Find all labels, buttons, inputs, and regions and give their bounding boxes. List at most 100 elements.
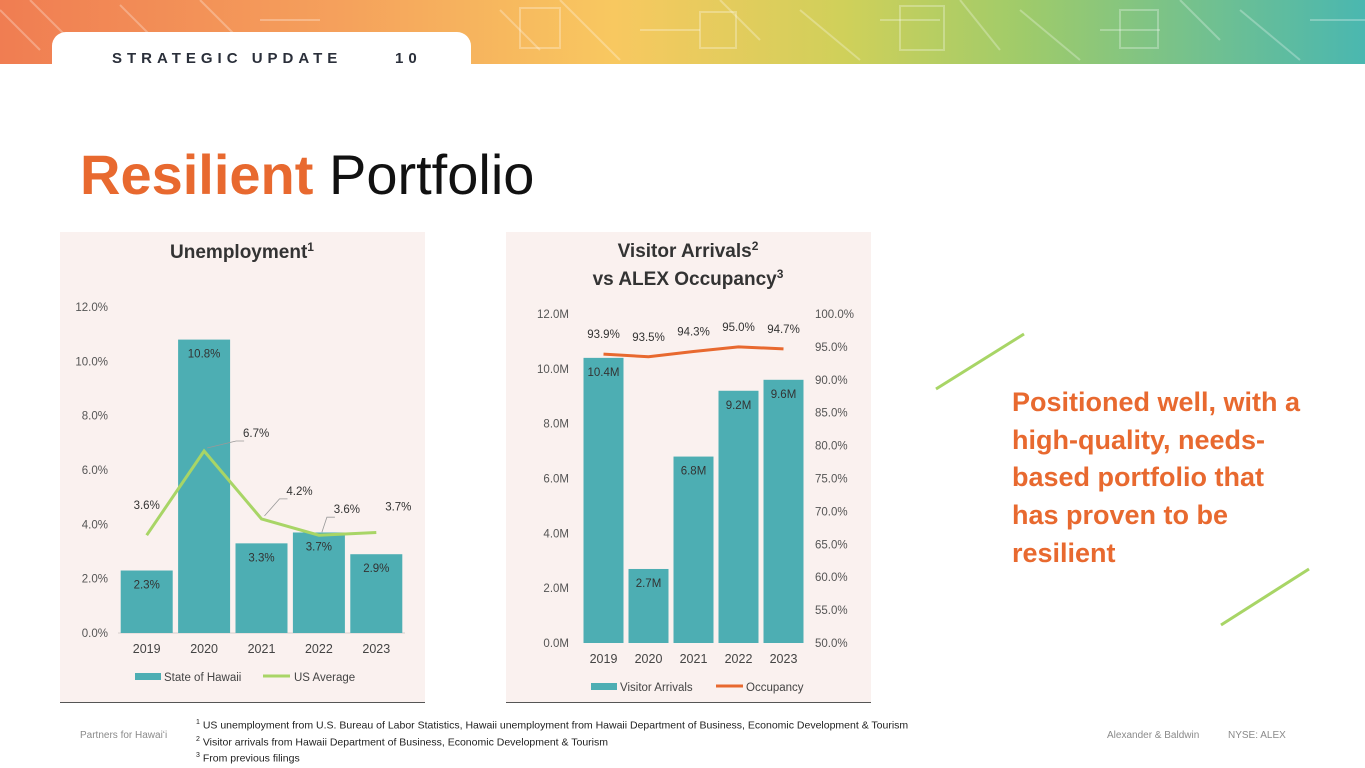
y-tick-label: 12.0M	[537, 309, 569, 321]
bar-data-label: 10.4M	[588, 367, 620, 379]
y-tick-label: 2.0M	[543, 583, 569, 595]
bar-data-label: 10.8%	[188, 349, 221, 361]
page-number: 10	[395, 50, 422, 67]
unemployment-panel-baseline	[60, 702, 425, 703]
line-data-label: 6.7%	[243, 428, 269, 440]
visitor-arrivals-bar	[628, 568, 669, 643]
y-tick-label: 6.0%	[82, 465, 108, 477]
y-tick-label: 2.0%	[82, 574, 108, 586]
y-tick-label: 4.0%	[82, 519, 108, 531]
y2-tick-label: 55.0%	[815, 605, 848, 617]
x-tick-label: 2020	[635, 652, 663, 666]
footer-company: Alexander & Baldwin	[1107, 730, 1200, 741]
line-data-label: 93.9%	[587, 329, 620, 341]
x-tick-label: 2023	[770, 652, 798, 666]
title-highlight: Resilient	[80, 143, 314, 206]
y-tick-label: 6.0M	[543, 474, 569, 486]
y-tick-label: 8.0M	[543, 419, 569, 431]
y2-tick-label: 90.0%	[815, 375, 848, 387]
footnote-3-text: From previous filings	[202, 752, 300, 765]
bar-data-label: 3.7%	[306, 541, 332, 553]
banner-pattern	[0, 0, 1365, 61]
page-title: Resilient Portfolio	[80, 140, 534, 210]
visitor-panel-baseline	[506, 702, 871, 703]
y2-tick-label: 95.0%	[815, 342, 848, 354]
occupancy-line	[603, 345, 784, 359]
unemployment-bar	[120, 570, 173, 633]
x-tick-label: 2019	[590, 652, 618, 666]
footnote-1: 1 US unemployment from U.S. Bureau of La…	[196, 716, 908, 733]
y-tick-label: 0.0%	[82, 628, 108, 640]
label-leader-line	[207, 440, 245, 449]
x-tick-label: 2020	[190, 642, 218, 656]
y2-tick-label: 75.0%	[815, 474, 848, 486]
y-tick-label: 12.0%	[75, 302, 108, 314]
footnote-2-num: 2	[196, 735, 200, 743]
legend-label-us: US Average	[294, 672, 355, 684]
y2-tick-label: 100.0%	[815, 309, 854, 321]
visitor-arrivals-chart: Visitor Arrivals2 vs ALEX Occupancy3 0.0M 2…	[537, 239, 854, 694]
x-tick-label: 2022	[725, 652, 753, 666]
legend-label-occupancy: Occupancy	[746, 682, 804, 694]
visitor-arrivals-bar	[673, 456, 714, 643]
line-data-label: 3.7%	[385, 501, 411, 513]
y2-tick-label: 60.0%	[815, 572, 848, 584]
unemployment-bar	[235, 543, 288, 633]
section-label: STRATEGIC UPDATE	[112, 50, 343, 67]
y-tick-label: 10.0M	[537, 364, 569, 376]
footer-ticker: NYSE: ALEX	[1228, 730, 1286, 741]
unemployment-bar	[350, 554, 403, 633]
bar-data-label: 2.9%	[363, 563, 389, 575]
decorative-slash-bottom	[1220, 567, 1310, 627]
x-tick-label: 2023	[362, 642, 390, 656]
bar-data-label: 6.8M	[681, 466, 707, 478]
y-tick-label: 10.0%	[75, 356, 108, 368]
visitor-arrivals-bar	[718, 390, 759, 643]
y2-tick-label: 80.0%	[815, 441, 848, 453]
y-tick-label: 4.0M	[543, 528, 569, 540]
x-tick-label: 2019	[133, 642, 161, 656]
footnote-3: 3 From previous filings	[196, 749, 908, 766]
visitor-arrivals-bar	[763, 379, 804, 643]
y2-tick-label: 65.0%	[815, 539, 848, 551]
footnote-3-num: 3	[196, 752, 200, 759]
legend-swatch-hawaii	[135, 673, 161, 680]
y2-tick-label: 85.0%	[815, 408, 848, 420]
chart-title-line: vs ALEX Occupancy3	[593, 267, 784, 290]
line-data-label: 93.5%	[632, 332, 665, 344]
visitor-arrivals-bar	[583, 357, 624, 643]
line-data-label: 3.6%	[134, 500, 160, 512]
footnote-2-text: Visitor arrivals from Hawaii Department …	[202, 736, 609, 748]
legend-label-hawaii: State of Hawaii	[164, 672, 241, 684]
chart-title-line: Visitor Arrivals2	[618, 239, 759, 262]
label-leader-line	[321, 516, 335, 533]
y2-tick-label: 50.0%	[815, 638, 848, 650]
line-data-label: 95.0%	[722, 322, 755, 334]
line-data-label: 94.3%	[677, 327, 710, 339]
y-tick-label: 8.0%	[82, 411, 108, 423]
bar-data-label: 9.2M	[726, 400, 752, 412]
decorative-slash-top	[935, 332, 1025, 391]
line-data-label: 94.7%	[767, 324, 800, 336]
bar-data-label: 3.3%	[248, 552, 274, 564]
side-callout-text: Positioned well, with a high-quality, ne…	[1012, 387, 1301, 568]
footnote-1-text: US unemployment from U.S. Bureau of Labo…	[202, 719, 909, 732]
footnotes: 1 US unemployment from U.S. Bureau of La…	[196, 716, 908, 766]
footnote-1-num: 1	[196, 719, 200, 726]
title-rest: Portfolio	[328, 143, 535, 206]
unemployment-bar	[292, 532, 345, 633]
bar-data-label: 2.7M	[636, 578, 662, 590]
legend-swatch-visitors	[591, 683, 617, 690]
x-tick-label: 2022	[305, 642, 333, 656]
label-leader-line	[264, 498, 288, 517]
header-tab	[52, 32, 471, 72]
unemployment-chart: Unemployment1 0.0% 2.0% 4.0% 6.0% 8.0% 10.0% 12…	[75, 240, 411, 684]
bar-data-label: 2.3%	[134, 580, 160, 592]
footer-tagline: Partners for Hawaiʻi	[80, 730, 168, 741]
y2-tick-label: 70.0%	[815, 506, 848, 518]
bar-data-label: 9.6M	[771, 389, 797, 401]
footnote-2: 2 Visitor arrivals from Hawaii Departmen…	[196, 733, 908, 750]
line-data-label: 4.2%	[286, 486, 312, 498]
x-tick-label: 2021	[680, 652, 708, 666]
legend-label-visitors: Visitor Arrivals	[620, 682, 693, 694]
